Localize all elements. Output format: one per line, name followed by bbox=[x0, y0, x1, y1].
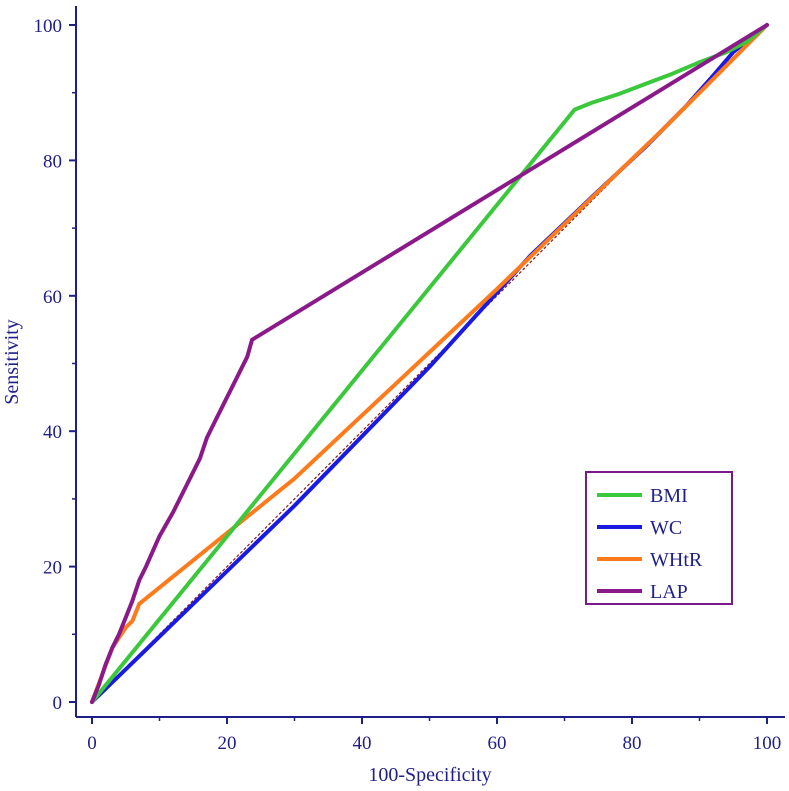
y-tick-label: 40 bbox=[43, 422, 62, 443]
x-tick-label: 60 bbox=[488, 733, 507, 754]
x-tick-label: 40 bbox=[353, 733, 372, 754]
y-axis-title: Sensitivity bbox=[1, 319, 23, 405]
legend-label-whtr: WHtR bbox=[650, 549, 703, 571]
x-axis-ticks: 0 20 40 60 80 100 bbox=[87, 717, 781, 754]
y-tick-label: 60 bbox=[43, 287, 62, 308]
x-tick-label: 100 bbox=[753, 733, 782, 754]
y-tick-label: 0 bbox=[53, 693, 63, 714]
x-axis-title: 100-Specificity bbox=[368, 764, 491, 786]
plot-area bbox=[90, 23, 769, 704]
legend: BMI WC WHtR LAP bbox=[585, 471, 733, 605]
y-axis-ticks: 0 20 40 60 80 100 bbox=[34, 16, 76, 714]
x-tick-label: 80 bbox=[623, 733, 642, 754]
legend-label-lap: LAP bbox=[650, 581, 688, 603]
y-tick-label: 80 bbox=[43, 151, 62, 172]
series-line-lap bbox=[90, 23, 769, 704]
legend-label-bmi: BMI bbox=[650, 485, 688, 507]
x-tick-label: 20 bbox=[218, 733, 237, 754]
x-tick-label: 0 bbox=[87, 733, 97, 754]
legend-label-wc: WC bbox=[650, 517, 682, 539]
y-tick-label: 20 bbox=[43, 558, 62, 579]
series-line-bmi bbox=[90, 23, 769, 704]
y-tick-label: 100 bbox=[34, 16, 63, 37]
